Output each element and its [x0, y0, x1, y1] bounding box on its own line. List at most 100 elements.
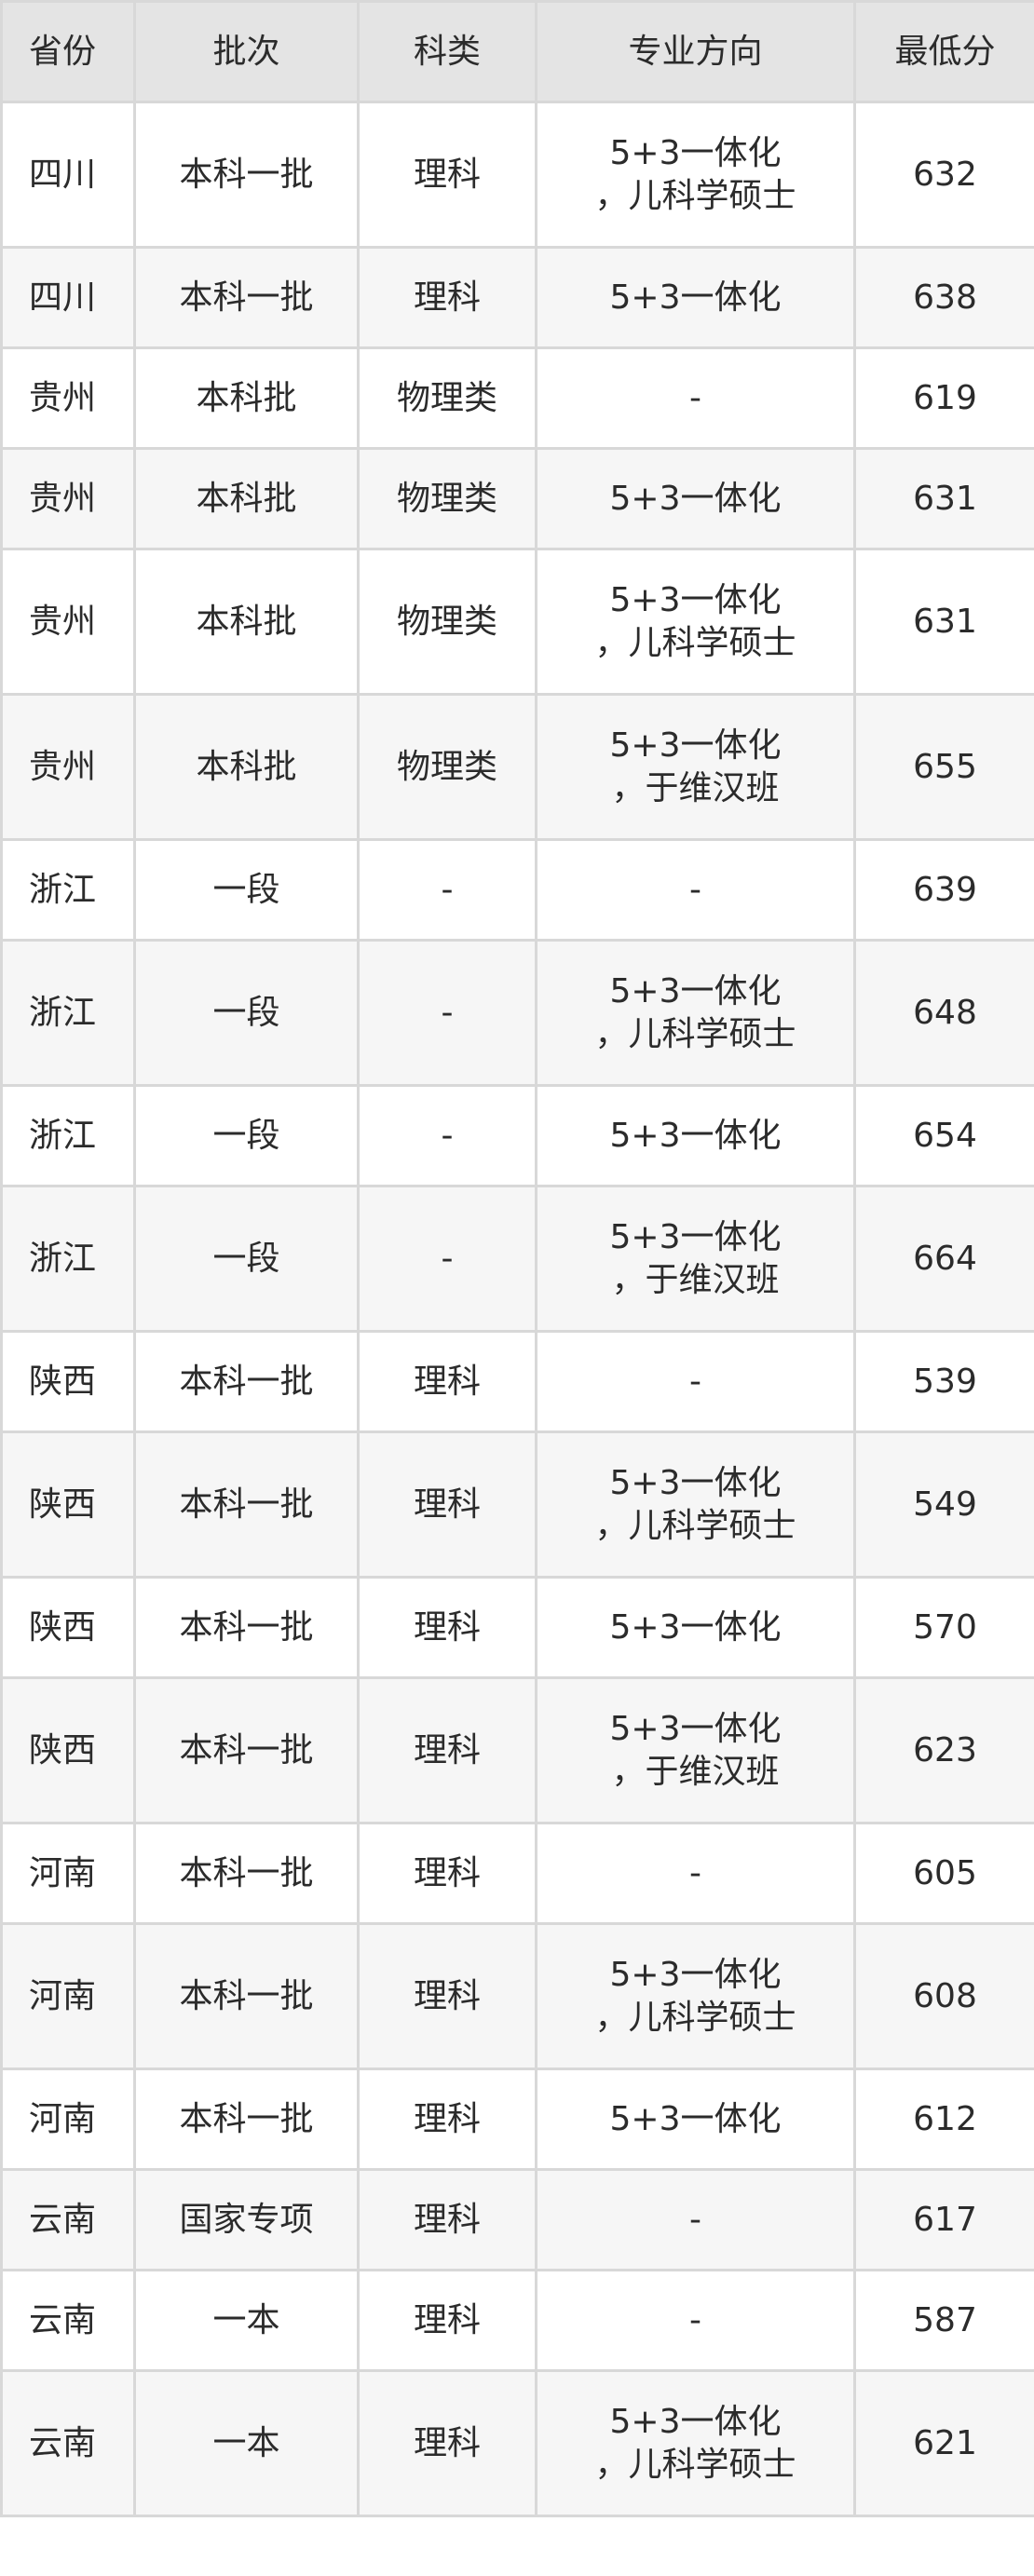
cell-province: 陕西 — [0, 1330, 136, 1433]
cell-category: - — [357, 1084, 537, 1187]
cell-province: 陕西 — [0, 1676, 136, 1824]
major-line: ，儿科学硕士 — [594, 2445, 796, 2484]
cell-category: 理科 — [357, 2068, 537, 2171]
major-line: ，于维汉班 — [611, 1260, 780, 1299]
major-line: ，于维汉班 — [611, 1752, 780, 1791]
cell-province: 云南 — [0, 2168, 136, 2271]
cell-batch: 一本 — [133, 2269, 360, 2372]
cell-category: 理科 — [357, 1922, 537, 2070]
cell-min-score: 631 — [853, 548, 1034, 696]
major-line: 5+3一体化 — [609, 1607, 782, 1647]
cell-min-score: 655 — [853, 693, 1034, 841]
cell-major: 5+3一体化 ，儿科学硕士 — [535, 2369, 856, 2517]
major-line: ，儿科学硕士 — [594, 1506, 796, 1545]
table-row: 云南 一本 理科 5+3一体化 ，儿科学硕士 621 — [0, 2369, 1034, 2517]
cell-major: 5+3一体化 ，于维汉班 — [535, 693, 856, 841]
cell-major: 5+3一体化 ，儿科学硕士 — [535, 939, 856, 1087]
cell-major: - — [535, 346, 856, 450]
cell-province: 浙江 — [0, 838, 136, 942]
major-line: 5+3一体化 — [609, 1463, 782, 1502]
cell-major: 5+3一体化 ，儿科学硕士 — [535, 548, 856, 696]
cell-min-score: 608 — [853, 1922, 1034, 2070]
cell-min-score: 639 — [853, 838, 1034, 942]
cell-major: 5+3一体化 ，儿科学硕士 — [535, 101, 856, 249]
table-row: 浙江 一段 - 5+3一体化 654 — [0, 1084, 1034, 1187]
cell-category: 理科 — [357, 1330, 537, 1433]
major-line: - — [689, 2300, 701, 2339]
cell-province: 陕西 — [0, 1576, 136, 1679]
header-row: 省份 批次 科类 专业方向 最低分 — [0, 0, 1034, 103]
cell-min-score: 654 — [853, 1084, 1034, 1187]
cell-batch: 本科批 — [133, 693, 360, 841]
cell-batch: 一本 — [133, 2369, 360, 2517]
cell-province: 浙江 — [0, 1185, 136, 1333]
cell-province: 贵州 — [0, 548, 136, 696]
header-batch: 批次 — [133, 0, 360, 103]
cell-province: 陕西 — [0, 1430, 136, 1579]
major-line: 5+3一体化 — [609, 580, 782, 619]
table-row: 河南 本科一批 理科 - 605 — [0, 1822, 1034, 1925]
cell-min-score: 617 — [853, 2168, 1034, 2271]
cell-batch: 国家专项 — [133, 2168, 360, 2271]
major-line: - — [689, 1362, 701, 1401]
cell-major: 5+3一体化 — [535, 1084, 856, 1187]
admission-score-table: 省份 批次 科类 专业方向 最低分 四川 本科一批 理科 5+3一体化 ，儿科学硕士 63… — [0, 0, 1034, 2517]
major-line: ，儿科学硕士 — [594, 1998, 796, 2037]
cell-batch: 本科一批 — [133, 2068, 360, 2171]
table-row: 浙江 一段 - -639 — [0, 838, 1034, 942]
cell-category: 理科 — [357, 101, 537, 249]
cell-province: 浙江 — [0, 939, 136, 1087]
cell-major: 5+3一体化 — [535, 1576, 856, 1679]
major-line: 5+3一体化 — [609, 1217, 782, 1256]
cell-province: 贵州 — [0, 693, 136, 841]
cell-batch: 本科一批 — [133, 1330, 360, 1433]
major-line: ，于维汉班 — [611, 768, 780, 807]
cell-batch: 本科一批 — [133, 246, 360, 349]
table-row: 四川 本科一批 理科 5+3一体化 ，儿科学硕士 632 — [0, 101, 1034, 249]
table-row: 四川 本科一批 理科 5+3一体化 638 — [0, 246, 1034, 349]
table-row: 河南 本科一批 理科 5+3一体化 ，儿科学硕士 608 — [0, 1922, 1034, 2070]
cell-province: 贵州 — [0, 447, 136, 550]
major-line: - — [689, 870, 701, 909]
cell-batch: 一段 — [133, 1185, 360, 1333]
cell-batch: 本科一批 — [133, 1576, 360, 1679]
cell-province: 四川 — [0, 101, 136, 249]
cell-major: - — [535, 2168, 856, 2271]
cell-batch: 本科批 — [133, 548, 360, 696]
cell-category: 理科 — [357, 246, 537, 349]
header-category: 科类 — [357, 0, 537, 103]
table-row: 河南 本科一批 理科 5+3一体化 612 — [0, 2068, 1034, 2171]
major-line: - — [689, 2200, 701, 2239]
cell-major: 5+3一体化 ，儿科学硕士 — [535, 1430, 856, 1579]
cell-major: - — [535, 1330, 856, 1433]
cell-min-score: 632 — [853, 101, 1034, 249]
header-province: 省份 — [0, 0, 136, 103]
header-min-score: 最低分 — [853, 0, 1034, 103]
cell-category: - — [357, 1185, 537, 1333]
cell-province: 河南 — [0, 1922, 136, 2070]
cell-min-score: 570 — [853, 1576, 1034, 1679]
cell-min-score: 587 — [853, 2269, 1034, 2372]
cell-category: - — [357, 939, 537, 1087]
cell-category: 理科 — [357, 2269, 537, 2372]
major-line: 5+3一体化 — [609, 2402, 782, 2441]
cell-major: - — [535, 2269, 856, 2372]
major-line: - — [689, 1853, 701, 1892]
cell-min-score: 605 — [853, 1822, 1034, 1925]
major-line: 5+3一体化 — [609, 479, 782, 518]
table-row: 陕西 本科一批 理科 5+3一体化 ，儿科学硕士 549 — [0, 1430, 1034, 1579]
cell-batch: 本科一批 — [133, 1922, 360, 2070]
table-row: 贵州 本科批 物理类 5+3一体化 ，于维汉班 655 — [0, 693, 1034, 841]
major-line: ，儿科学硕士 — [594, 1014, 796, 1053]
table-row: 陕西 本科一批 理科 5+3一体化 ，于维汉班 623 — [0, 1676, 1034, 1824]
cell-province: 四川 — [0, 246, 136, 349]
cell-batch: 本科批 — [133, 447, 360, 550]
cell-category: 理科 — [357, 1430, 537, 1579]
major-line: 5+3一体化 — [609, 971, 782, 1010]
cell-min-score: 648 — [853, 939, 1034, 1087]
cell-province: 贵州 — [0, 346, 136, 450]
cell-batch: 一段 — [133, 838, 360, 942]
cell-batch: 一段 — [133, 1084, 360, 1187]
table-row: 陕西 本科一批 理科 - 539 — [0, 1330, 1034, 1433]
major-line: ，儿科学硕士 — [594, 176, 796, 215]
